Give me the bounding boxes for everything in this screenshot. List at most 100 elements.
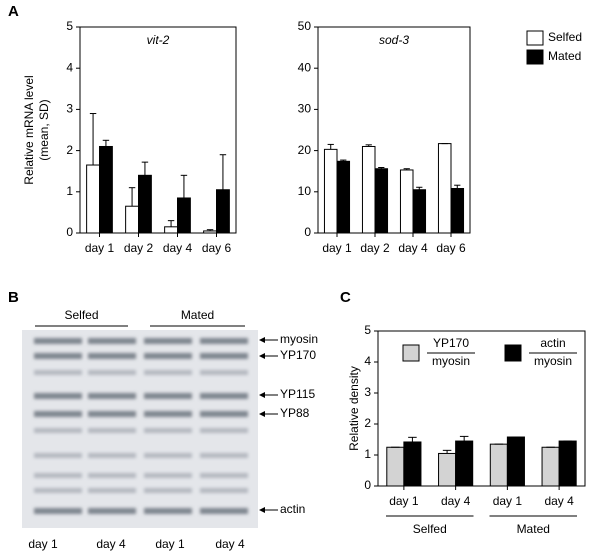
group-label: Selfed: [413, 522, 447, 536]
gel-band: [34, 488, 82, 493]
legend-swatch: [504, 344, 522, 362]
bar: [374, 168, 389, 234]
legend-swatch: [526, 30, 544, 46]
gel-band: [200, 411, 248, 417]
gel-group-label: Selfed: [64, 308, 98, 322]
gel-band: [88, 453, 136, 458]
y-tick-label: 0: [304, 225, 311, 239]
panel-label: A: [8, 3, 19, 20]
bar: [438, 452, 457, 487]
y-tick-label: 5: [66, 19, 73, 33]
x-tick-label: day 4: [398, 241, 428, 255]
chart-title: vit-2: [147, 33, 170, 47]
bar: [541, 446, 560, 487]
group-label: Mated: [517, 522, 550, 536]
bar: [437, 143, 452, 234]
gel-band: [200, 393, 248, 399]
gel-band: [144, 411, 192, 417]
bar: [336, 160, 351, 234]
gel-band: [200, 488, 248, 493]
y-tick-label: 2: [66, 143, 73, 157]
gel-band: [34, 411, 82, 417]
panel-label: C: [340, 289, 351, 306]
gel-bands: [34, 338, 248, 514]
gel-band: [88, 353, 136, 359]
y-tick-label: 4: [66, 60, 73, 74]
y-tick-label: 0: [364, 478, 371, 492]
bar: [203, 230, 218, 234]
gel-band: [144, 428, 192, 433]
chart-title: sod-3: [379, 33, 409, 47]
gel-band: [34, 338, 82, 344]
gel-band: [88, 508, 136, 514]
x-tick-label: day 1: [322, 241, 352, 255]
legend-label: Selfed: [548, 30, 582, 44]
y-tick-label: 10: [298, 184, 312, 198]
gel-band: [144, 370, 192, 375]
arrow-head: [259, 411, 265, 417]
bar: [216, 189, 230, 234]
bar: [506, 436, 525, 487]
gel-band: [88, 393, 136, 399]
y-tick-label: 3: [66, 102, 73, 116]
bar: [399, 169, 414, 234]
gel-band: [144, 338, 192, 344]
y-tick-label: 2: [364, 416, 371, 430]
bar: [412, 189, 427, 234]
bar: [361, 145, 376, 234]
gel-band: [200, 508, 248, 514]
x-tick-label: day 2: [360, 241, 390, 255]
bar: [164, 226, 179, 234]
gel-band: [88, 428, 136, 433]
x-tick-label: day 6: [202, 241, 232, 255]
gel-band: [88, 488, 136, 493]
y-tick-label: 40: [298, 60, 312, 74]
legend-label: Mated: [548, 49, 581, 63]
gel-band: [144, 393, 192, 399]
lane-label: day 1: [28, 537, 58, 551]
gel-band: [200, 370, 248, 375]
arrow-head: [259, 353, 265, 359]
y-tick-label: 30: [298, 102, 312, 116]
x-tick-label: day 6: [436, 241, 466, 255]
gel-band: [34, 453, 82, 458]
gel-band: [34, 353, 82, 359]
arrow-head: [259, 337, 265, 343]
lane-label: day 1: [155, 537, 185, 551]
gel-band: [88, 370, 136, 375]
y-tick-label: 4: [364, 354, 371, 368]
plot-frame: [79, 26, 237, 234]
lane-label: day 4: [96, 537, 126, 551]
bar: [138, 174, 152, 234]
y-tick-label: 3: [364, 385, 371, 399]
x-tick-label: day 1: [493, 494, 523, 508]
bar: [177, 197, 191, 234]
gel-band: [88, 473, 136, 478]
gel-band: [144, 353, 192, 359]
legend-label: actin: [540, 336, 565, 350]
bar: [455, 440, 474, 487]
bar: [403, 441, 422, 487]
gel-band: [34, 473, 82, 478]
gel-band: [200, 473, 248, 478]
x-tick-label: day 1: [389, 494, 419, 508]
gel-band: [34, 508, 82, 514]
gel-band: [34, 370, 82, 375]
y-tick-label: 20: [298, 143, 312, 157]
plot-frame: [317, 26, 471, 234]
panel-label: B: [8, 289, 19, 306]
y-axis-label: (mean, SD): [37, 99, 51, 160]
gel-band: [200, 428, 248, 433]
y-axis-label: Relative mRNA level: [22, 75, 36, 184]
gel-band: [200, 453, 248, 458]
x-tick-label: day 4: [441, 494, 471, 508]
legend-label: YP170: [433, 336, 469, 350]
gel-band: [88, 411, 136, 417]
gel-band: [34, 428, 82, 433]
y-tick-label: 50: [298, 19, 312, 33]
bar: [386, 446, 405, 487]
legend-swatch: [402, 344, 420, 362]
x-tick-label: day 4: [163, 241, 193, 255]
gel-band: [144, 508, 192, 514]
